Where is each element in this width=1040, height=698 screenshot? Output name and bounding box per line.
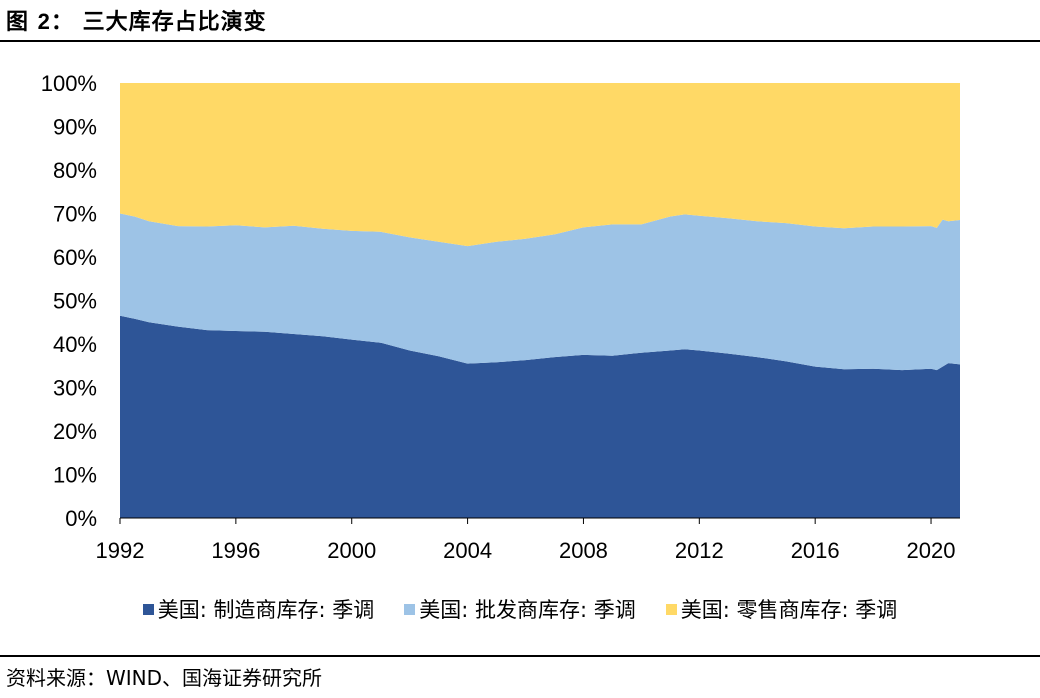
y-tick-label: 90% — [53, 115, 97, 140]
legend-swatch — [665, 603, 677, 615]
source-note: 资料来源：WIND、国海证券研究所 — [6, 666, 323, 690]
y-tick-label: 40% — [53, 332, 97, 357]
x-tick-label: 1992 — [96, 538, 145, 563]
y-tick-label: 50% — [53, 289, 97, 314]
legend-label: 美国: 零售商库存: 季调 — [680, 598, 898, 622]
chart-legend: 美国: 制造商库存: 季调 美国: 批发商库存: 季调 美国: 零售商库存: 季调 — [0, 594, 1040, 624]
legend-label: 美国: 批发商库存: 季调 — [419, 598, 636, 622]
top-rule — [0, 40, 1040, 42]
figure-label: 图 — [6, 10, 38, 35]
area-series-2 — [120, 213, 960, 371]
x-tick-label: 1996 — [211, 538, 260, 563]
area-series-1 — [120, 315, 960, 518]
x-tick-label: 2008 — [559, 538, 608, 563]
y-tick-label: 80% — [53, 158, 97, 183]
x-tick-label: 2000 — [327, 538, 376, 563]
legend-item-1: 美国: 制造商库存: 季调 — [142, 594, 375, 624]
legend-label: 美国: 制造商库存: 季调 — [157, 598, 375, 622]
area-layer — [120, 83, 960, 518]
figure-title: 图 2： 三大库存占比演变 — [6, 4, 267, 36]
legend-item-3: 美国: 零售商库存: 季调 — [665, 594, 898, 624]
x-tick-label: 2012 — [675, 538, 724, 563]
legend-item-2: 美国: 批发商库存: 季调 — [404, 594, 636, 624]
x-tick-label: 2020 — [907, 538, 956, 563]
legend-swatch — [142, 603, 154, 615]
y-tick-label: 60% — [53, 245, 97, 270]
y-tick-label: 20% — [53, 419, 97, 444]
axes-layer: 0% 10% 20% 30% 40% 50% 60% 70% 80% 90% 100% 1992 199… — [41, 71, 960, 563]
legend-swatch — [404, 603, 416, 615]
y-tick-label: 0% — [65, 506, 97, 531]
y-tick-label: 70% — [53, 202, 97, 227]
bottom-rule — [0, 655, 1040, 657]
area-series-3 — [120, 83, 960, 247]
y-tick-label: 30% — [53, 376, 97, 401]
stacked-area-chart: 0% 10% 20% 30% 40% 50% 60% 70% 80% 90% 100% 1992 199… — [41, 71, 960, 563]
figure-number: 2 — [37, 9, 51, 34]
x-tick-label: 2016 — [791, 538, 840, 563]
y-tick-label: 100% — [41, 71, 97, 96]
figure-title-text: ： 三大库存占比演变 — [50, 10, 267, 35]
y-tick-label: 10% — [53, 463, 97, 488]
x-tick-label: 2004 — [443, 538, 492, 563]
